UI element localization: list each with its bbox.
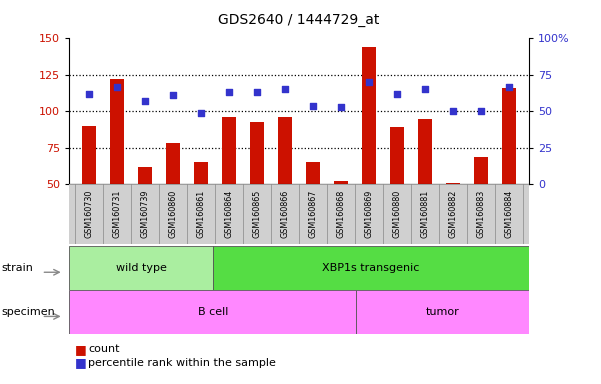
Bar [474,157,488,184]
Text: GSM160882: GSM160882 [449,190,458,238]
Point [168,92,178,98]
Bar [356,290,529,334]
Text: tumor: tumor [426,307,460,317]
Point [364,79,374,85]
Bar [334,181,348,184]
Text: ■: ■ [75,343,87,356]
Text: GSM160868: GSM160868 [337,190,346,238]
Text: XBP1s transgenic: XBP1s transgenic [322,263,419,273]
Text: percentile rank within the sample: percentile rank within the sample [88,358,276,368]
Bar [250,122,264,184]
Point [196,110,206,116]
Bar [306,162,320,184]
Text: GSM160865: GSM160865 [252,190,261,238]
Point [112,83,121,89]
Bar [418,119,432,184]
Text: GSM160739: GSM160739 [140,190,149,238]
Point [448,108,458,114]
Bar [502,88,516,184]
Bar [166,144,180,184]
Text: GSM160860: GSM160860 [168,190,177,238]
Bar [138,167,152,184]
Bar [194,162,208,184]
Bar [69,246,213,290]
Bar [446,183,460,184]
Bar [213,246,529,290]
Text: specimen: specimen [2,307,55,317]
Point [140,98,150,104]
Point [308,103,318,109]
Text: B cell: B cell [198,307,228,317]
Bar [82,126,96,184]
Point [224,89,234,96]
Text: GDS2640 / 1444729_at: GDS2640 / 1444729_at [218,13,380,27]
Text: GSM160861: GSM160861 [197,190,206,238]
Text: GSM160866: GSM160866 [281,190,290,238]
Text: GSM160864: GSM160864 [224,190,233,238]
Text: strain: strain [2,263,34,273]
Point [336,104,346,110]
Text: GSM160880: GSM160880 [392,190,401,238]
Point [392,91,402,97]
Point [504,83,514,89]
Bar [110,79,124,184]
Text: GSM160731: GSM160731 [112,190,121,238]
Text: GSM160883: GSM160883 [477,190,486,238]
Text: GSM160884: GSM160884 [505,190,514,238]
Point [252,89,262,96]
Point [477,108,486,114]
Text: wild type: wild type [115,263,166,273]
Bar [278,117,292,184]
Bar [222,117,236,184]
Text: GSM160869: GSM160869 [365,190,374,238]
Text: ■: ■ [75,356,87,369]
Bar [69,290,356,334]
Text: GSM160881: GSM160881 [421,190,430,238]
Point [420,86,430,93]
Point [280,86,290,93]
Text: count: count [88,344,120,354]
Bar [362,47,376,184]
Bar [390,127,404,184]
Text: GSM160730: GSM160730 [84,190,93,238]
Text: GSM160867: GSM160867 [308,190,317,238]
Point [84,91,94,97]
